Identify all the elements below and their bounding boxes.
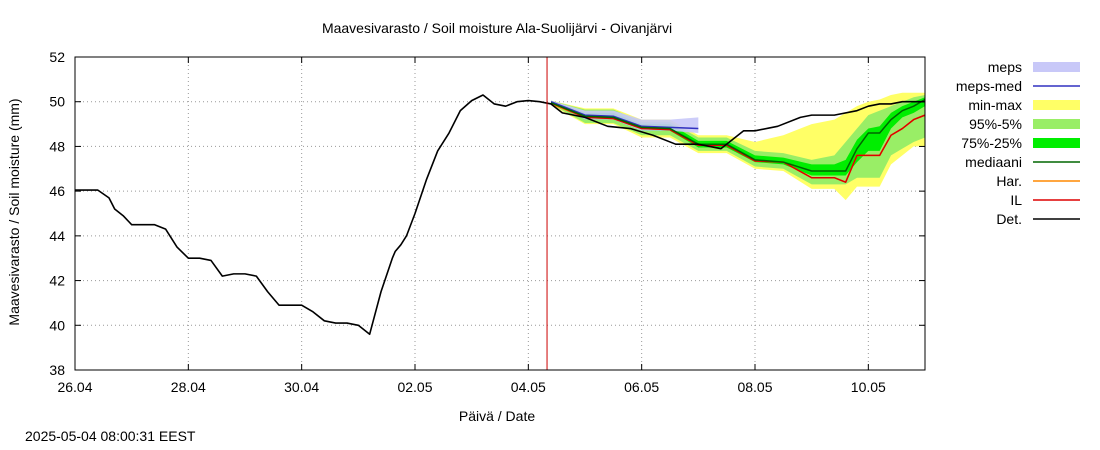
y-tick-label: 38 [49, 362, 65, 378]
y-tick-label: 50 [49, 94, 65, 110]
legend-label: meps [988, 59, 1022, 75]
x-tick-label: 30.04 [284, 379, 319, 395]
y-tick-label: 46 [49, 183, 65, 199]
legend-swatch [1033, 119, 1080, 129]
series-det [75, 94, 925, 336]
y-axis-label: Maavesivarasto / Soil moisture (mm) [6, 98, 22, 325]
y-tick-label: 40 [49, 317, 65, 333]
legend: meps meps-med min-max 95%-5% 75%-25% mediaani… [956, 59, 1080, 227]
series-mediaani [550, 98, 926, 172]
y-tick-label: 48 [49, 138, 65, 154]
forecast-bands [551, 92, 925, 201]
legend-label: min-max [968, 97, 1022, 113]
y-tick-label: 42 [49, 273, 65, 289]
legend-swatch [1033, 138, 1080, 148]
x-axis-label: Päivä / Date [459, 408, 535, 424]
band-95-5- [551, 95, 925, 185]
legend-label: Det. [996, 211, 1022, 227]
x-tick-label: 06.05 [624, 379, 659, 395]
x-tick-label: 02.05 [397, 379, 432, 395]
x-tick-label: 28.04 [171, 379, 206, 395]
x-tick-label: 10.05 [851, 379, 886, 395]
legend-label: Har. [996, 173, 1022, 189]
band-meps [551, 100, 699, 134]
x-tick-label: 08.05 [737, 379, 772, 395]
plot-frame [74, 56, 926, 371]
y-tick-label: 44 [49, 228, 65, 244]
legend-swatch [1033, 100, 1080, 110]
legend-label: IL [1010, 192, 1022, 208]
x-tick-label: 26.04 [57, 379, 92, 395]
legend-swatch [1033, 62, 1080, 72]
series-lines [75, 57, 926, 370]
x-tick-label: 04.05 [511, 379, 546, 395]
series-meps-med [550, 101, 699, 130]
grid [75, 57, 925, 370]
series-il [550, 102, 926, 183]
legend-label: meps-med [956, 78, 1022, 94]
legend-label: mediaani [965, 154, 1022, 170]
legend-label: 95%-5% [969, 116, 1022, 132]
axis-ticks: 38 40 42 44 46 48 50 52 26.04 28.04 30.04 02.05 04.0… [49, 49, 925, 395]
chart-title: Maavesivarasto / Soil moisture Ala-Suoli… [322, 20, 672, 36]
legend-label: 75%-25% [961, 135, 1022, 151]
timestamp-footer: 2025-05-04 08:00:31 EEST [25, 428, 196, 444]
y-tick-label: 52 [49, 49, 65, 65]
